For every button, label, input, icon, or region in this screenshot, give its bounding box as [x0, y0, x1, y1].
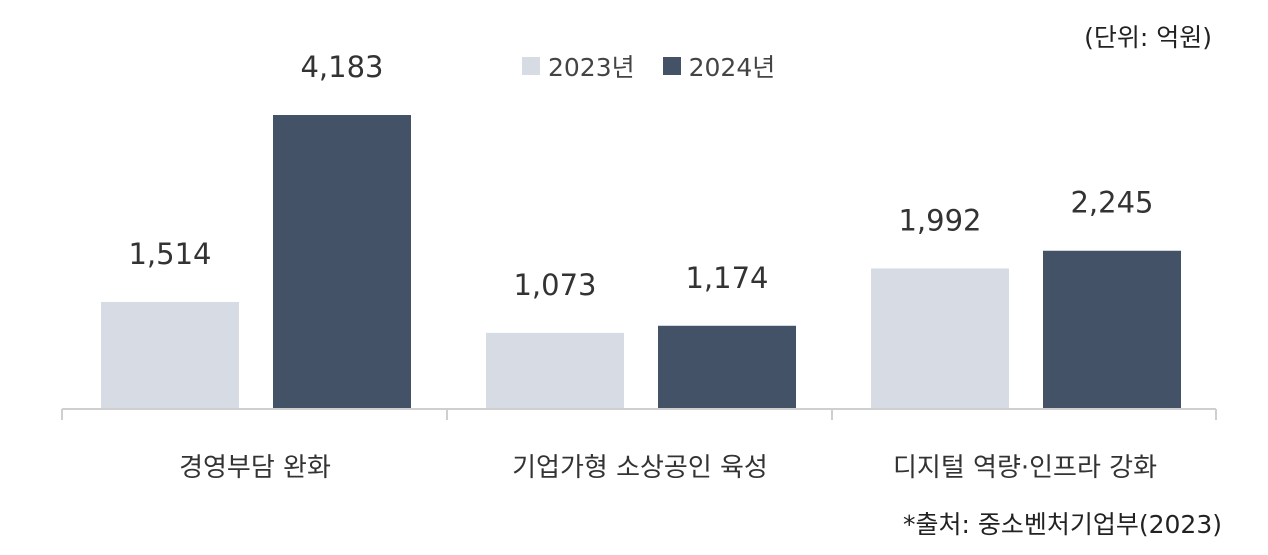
data-label: 4,183 [300, 50, 383, 84]
bar-2023-0 [101, 301, 239, 408]
legend-label-2024: 2024년 [688, 53, 776, 82]
bar-2023-2 [871, 268, 1009, 408]
data-label: 2,245 [1070, 186, 1153, 220]
data-label: 1,992 [898, 203, 981, 237]
legend-label-2023: 2023년 [548, 53, 635, 82]
unit-note: (단위: 억원) [1084, 23, 1212, 52]
legend-item-2024: 2024년 [662, 48, 776, 84]
category-label: 기업가형 소상공인 육성 [512, 453, 768, 483]
category-label: 경영부담 완화 [179, 453, 331, 483]
legend-item-2023: 2023년 [522, 48, 635, 84]
data-label: 1,514 [128, 237, 211, 271]
category-label: 디지털 역량·인프라 강화 [893, 453, 1157, 483]
legend-swatch-2023 [522, 57, 540, 75]
bar-2024-1 [658, 325, 796, 408]
data-label: 1,174 [685, 261, 768, 295]
data-label: 1,073 [513, 268, 596, 302]
bar-2024-2 [1043, 250, 1181, 408]
source-note: *출처: 중소벤처기업부(2023) [902, 510, 1222, 539]
legend-swatch-2024 [662, 57, 681, 75]
bar-2024-0 [273, 115, 411, 408]
legend: 2023년 2024년 [522, 48, 775, 84]
bar-2023-1 [486, 332, 624, 408]
